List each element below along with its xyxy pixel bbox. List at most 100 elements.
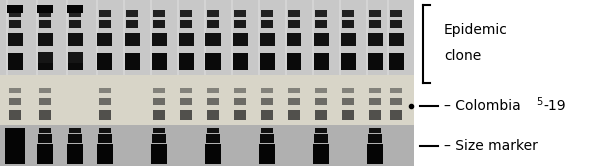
FancyBboxPatch shape <box>369 10 381 17</box>
FancyBboxPatch shape <box>367 53 383 70</box>
FancyBboxPatch shape <box>288 98 300 105</box>
FancyBboxPatch shape <box>369 128 381 133</box>
FancyBboxPatch shape <box>389 33 404 46</box>
FancyBboxPatch shape <box>233 20 247 28</box>
FancyBboxPatch shape <box>153 88 165 93</box>
FancyBboxPatch shape <box>180 110 192 120</box>
FancyBboxPatch shape <box>260 33 275 46</box>
FancyBboxPatch shape <box>261 98 273 105</box>
FancyBboxPatch shape <box>37 5 53 13</box>
FancyBboxPatch shape <box>125 33 139 46</box>
FancyBboxPatch shape <box>261 10 273 17</box>
FancyBboxPatch shape <box>206 134 220 143</box>
FancyBboxPatch shape <box>342 110 354 120</box>
FancyBboxPatch shape <box>97 53 113 70</box>
FancyBboxPatch shape <box>7 5 23 13</box>
FancyBboxPatch shape <box>341 20 355 28</box>
FancyBboxPatch shape <box>233 53 248 70</box>
FancyBboxPatch shape <box>340 0 341 75</box>
FancyBboxPatch shape <box>66 0 68 75</box>
FancyBboxPatch shape <box>341 33 355 46</box>
FancyBboxPatch shape <box>207 88 219 93</box>
Text: Epidemic: Epidemic <box>444 23 508 37</box>
FancyBboxPatch shape <box>286 0 287 75</box>
FancyBboxPatch shape <box>68 20 82 28</box>
FancyBboxPatch shape <box>314 20 328 28</box>
FancyBboxPatch shape <box>67 33 83 46</box>
FancyBboxPatch shape <box>39 88 51 93</box>
FancyBboxPatch shape <box>5 128 25 164</box>
FancyBboxPatch shape <box>259 0 260 75</box>
FancyBboxPatch shape <box>0 0 414 75</box>
FancyBboxPatch shape <box>8 20 22 28</box>
FancyBboxPatch shape <box>0 124 414 166</box>
FancyBboxPatch shape <box>7 0 8 75</box>
FancyBboxPatch shape <box>9 128 21 133</box>
FancyBboxPatch shape <box>287 33 301 46</box>
FancyBboxPatch shape <box>205 144 221 164</box>
FancyBboxPatch shape <box>205 53 221 70</box>
FancyBboxPatch shape <box>204 0 206 75</box>
FancyBboxPatch shape <box>153 98 165 105</box>
FancyBboxPatch shape <box>207 10 219 17</box>
FancyBboxPatch shape <box>315 10 327 17</box>
FancyBboxPatch shape <box>7 144 23 164</box>
FancyBboxPatch shape <box>234 110 246 120</box>
FancyBboxPatch shape <box>341 53 355 70</box>
FancyBboxPatch shape <box>67 5 83 13</box>
FancyBboxPatch shape <box>390 98 402 105</box>
FancyBboxPatch shape <box>99 128 111 133</box>
FancyBboxPatch shape <box>178 0 179 75</box>
FancyBboxPatch shape <box>260 20 274 28</box>
FancyBboxPatch shape <box>68 134 82 143</box>
FancyBboxPatch shape <box>37 144 53 164</box>
FancyBboxPatch shape <box>98 134 112 143</box>
FancyBboxPatch shape <box>180 88 192 93</box>
FancyBboxPatch shape <box>234 10 246 17</box>
FancyBboxPatch shape <box>366 0 368 75</box>
FancyBboxPatch shape <box>124 0 125 75</box>
FancyBboxPatch shape <box>367 144 383 164</box>
FancyBboxPatch shape <box>288 88 300 93</box>
FancyBboxPatch shape <box>390 110 402 120</box>
FancyBboxPatch shape <box>39 10 51 17</box>
FancyBboxPatch shape <box>288 10 300 17</box>
FancyBboxPatch shape <box>390 10 402 17</box>
FancyBboxPatch shape <box>259 144 275 164</box>
FancyBboxPatch shape <box>389 53 404 70</box>
FancyBboxPatch shape <box>99 98 111 105</box>
Text: clone: clone <box>444 49 481 63</box>
FancyBboxPatch shape <box>369 98 381 105</box>
FancyBboxPatch shape <box>39 128 51 133</box>
FancyBboxPatch shape <box>99 110 111 120</box>
FancyBboxPatch shape <box>97 144 113 164</box>
FancyBboxPatch shape <box>36 0 38 75</box>
FancyBboxPatch shape <box>368 20 382 28</box>
FancyBboxPatch shape <box>67 53 83 70</box>
FancyBboxPatch shape <box>7 53 23 70</box>
Text: – Size marker: – Size marker <box>444 139 538 153</box>
FancyBboxPatch shape <box>232 0 233 75</box>
FancyBboxPatch shape <box>38 20 52 28</box>
FancyBboxPatch shape <box>99 88 111 93</box>
FancyBboxPatch shape <box>261 88 273 93</box>
FancyBboxPatch shape <box>315 110 327 120</box>
FancyBboxPatch shape <box>153 128 165 133</box>
FancyBboxPatch shape <box>287 53 301 70</box>
FancyBboxPatch shape <box>152 134 166 143</box>
FancyBboxPatch shape <box>205 33 221 46</box>
FancyBboxPatch shape <box>367 33 383 46</box>
FancyBboxPatch shape <box>233 33 248 46</box>
FancyBboxPatch shape <box>261 110 273 120</box>
FancyBboxPatch shape <box>314 134 328 143</box>
FancyBboxPatch shape <box>151 144 167 164</box>
FancyBboxPatch shape <box>313 144 329 164</box>
FancyBboxPatch shape <box>9 10 21 17</box>
FancyBboxPatch shape <box>179 20 193 28</box>
Text: 5: 5 <box>536 97 542 107</box>
FancyBboxPatch shape <box>342 88 354 93</box>
FancyBboxPatch shape <box>207 98 219 105</box>
FancyBboxPatch shape <box>151 33 167 46</box>
FancyBboxPatch shape <box>153 10 165 17</box>
FancyBboxPatch shape <box>234 88 246 93</box>
